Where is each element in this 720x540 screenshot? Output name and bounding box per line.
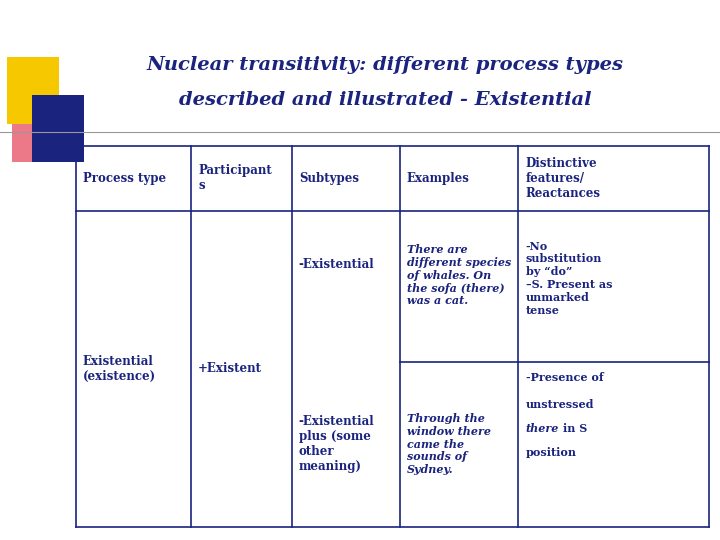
Bar xyxy=(32,94,84,162)
Text: -No
substitution
by “do”
–S. Present as
unmarked
tense: -No substitution by “do” –S. Present as … xyxy=(526,241,612,315)
Text: Process type: Process type xyxy=(83,172,166,185)
Text: Nuclear transitivity: different process types: Nuclear transitivity: different process … xyxy=(147,56,624,74)
Text: -Existential: -Existential xyxy=(299,258,374,271)
Text: Examples: Examples xyxy=(407,172,469,185)
Text: there: there xyxy=(526,423,559,434)
Text: Participant
s: Participant s xyxy=(198,164,271,192)
Text: Through the
window there
came the
sounds of
Sydney.: Through the window there came the sounds… xyxy=(407,413,491,475)
Text: described and illustrated - Existential: described and illustrated - Existential xyxy=(179,91,591,109)
Text: unstressed: unstressed xyxy=(526,399,594,409)
Text: +Existent: +Existent xyxy=(198,362,262,375)
Text: in S: in S xyxy=(563,423,588,434)
Text: position: position xyxy=(526,447,577,458)
Text: Distinctive
features/
Reactances: Distinctive features/ Reactances xyxy=(526,157,600,200)
Text: There are
different species
of whales. On
the sofa (there)
was a cat.: There are different species of whales. O… xyxy=(407,244,511,307)
Text: -Presence of: -Presence of xyxy=(526,372,603,382)
Text: -Existential
plus (some
other
meaning): -Existential plus (some other meaning) xyxy=(299,415,374,473)
Bar xyxy=(7,57,59,124)
Bar xyxy=(12,111,49,162)
Text: Subtypes: Subtypes xyxy=(299,172,359,185)
Text: Existential
(existence): Existential (existence) xyxy=(83,355,156,382)
